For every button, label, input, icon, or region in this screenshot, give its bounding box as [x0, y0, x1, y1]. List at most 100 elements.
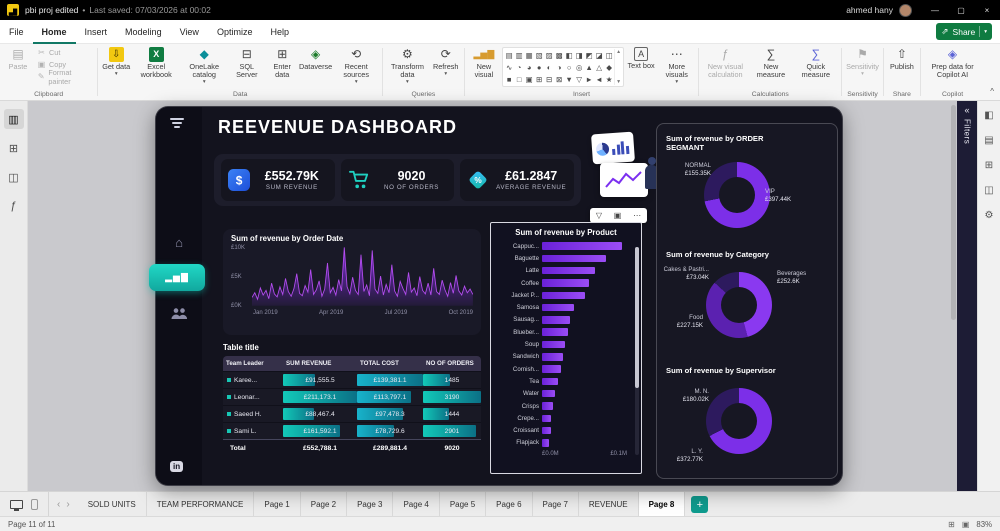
- desktop-layout-icon[interactable]: [10, 499, 23, 511]
- visual-type-icon[interactable]: ◨: [575, 50, 583, 60]
- filter-icon[interactable]: [170, 118, 184, 130]
- kpi-average-revenue[interactable]: % £61.2847 AVERAGE REVENUE: [460, 159, 575, 201]
- product-bar-row[interactable]: Baguette: [497, 252, 635, 264]
- product-bar-row[interactable]: Coffee: [497, 277, 635, 289]
- kpi-no-of-orders[interactable]: 9020 NO OF ORDERS: [340, 159, 455, 201]
- new-measure-button[interactable]: ∑ New measure: [756, 47, 786, 80]
- page-tab-sold-units[interactable]: SOLD UNITS: [78, 492, 147, 516]
- product-bar[interactable]: [542, 439, 549, 447]
- close-button[interactable]: ×: [984, 5, 990, 15]
- sql-server-button[interactable]: ⊟ SQL Server: [236, 47, 258, 80]
- page-tab-page-1[interactable]: Page 1: [254, 492, 301, 516]
- product-bar-row[interactable]: Cornish...: [497, 363, 635, 375]
- team-icon[interactable]: [156, 307, 202, 320]
- visual-type-icon[interactable]: ◆: [606, 62, 612, 72]
- product-bar-chart[interactable]: Sum of revenue by Product Cappuc... Bague…: [490, 222, 642, 474]
- product-bar[interactable]: [542, 340, 565, 349]
- visual-type-icon[interactable]: ►: [585, 74, 593, 84]
- linkedin-icon[interactable]: in: [170, 461, 184, 472]
- product-bar[interactable]: [542, 316, 571, 324]
- more-options-icon[interactable]: ⋯: [633, 211, 642, 220]
- pane-tab-icon-4[interactable]: ⚙: [984, 210, 994, 221]
- visual-type-icon[interactable]: ∿: [505, 62, 513, 72]
- page-tab-team-performance[interactable]: TEAM PERFORMANCE: [147, 492, 255, 516]
- page-tab-page-6[interactable]: Page 6: [486, 492, 533, 516]
- product-bar-row[interactable]: Soup: [497, 338, 635, 350]
- new-visual-calculation-button[interactable]: ƒ New visual calculation: [707, 47, 744, 80]
- ribbon-collapse-icon[interactable]: ^: [990, 87, 994, 96]
- get-data-button[interactable]: ⇩ Get data ▾: [102, 47, 131, 78]
- focus-mode-icon[interactable]: ▣: [613, 211, 622, 220]
- visual-type-icon[interactable]: ▩: [555, 50, 563, 60]
- team-table-visual[interactable]: Table title Team Leader SUM REVENUE TOTA…: [223, 343, 481, 456]
- pane-tab-icon-2[interactable]: ⊞: [984, 160, 994, 171]
- product-bar[interactable]: [542, 377, 559, 386]
- next-page-icon[interactable]: ›: [66, 498, 70, 510]
- visual-type-icon[interactable]: ◎: [575, 62, 583, 72]
- product-bar-row[interactable]: Cappuc...: [497, 240, 635, 252]
- product-bar-row[interactable]: Tea: [497, 375, 635, 387]
- product-bar[interactable]: [542, 389, 555, 398]
- more-visuals-button[interactable]: ⋯ More visuals ▾: [665, 47, 688, 86]
- copilot-button[interactable]: ◈ Prep data for Copilot AI: [931, 47, 974, 80]
- visual-type-icon[interactable]: ⊠: [555, 74, 563, 84]
- menu-tab-help[interactable]: Help: [270, 26, 289, 37]
- table-row[interactable]: Leonar... £211,173.1 £113,797.1 3190: [223, 388, 481, 405]
- mobile-layout-icon[interactable]: [31, 498, 38, 510]
- new-visual-button[interactable]: ▂▅▇ New visual: [473, 49, 495, 80]
- donut-charts-panel[interactable]: Sum of revenue by ORDER SEGMANT NORMAL £1…: [656, 123, 838, 479]
- dax-query-view-icon[interactable]: ƒ: [10, 200, 17, 212]
- visual-type-icon[interactable]: ◑: [556, 62, 562, 72]
- product-bar-row[interactable]: Flapjack: [497, 437, 635, 449]
- report-canvas[interactable]: ⌂ ▂▅▇ in REEVENUE DASHBOARD $ £552.79K S…: [28, 101, 957, 491]
- product-bar[interactable]: [542, 353, 564, 361]
- format-painter-button[interactable]: ✎ Format painter: [37, 67, 72, 86]
- visual-type-icon[interactable]: ◄: [595, 74, 603, 84]
- kpi-sum-revenue[interactable]: $ £552.79K SUM REVENUE: [221, 159, 335, 201]
- filters-pane-collapsed[interactable]: « Filters: [957, 101, 977, 491]
- menu-tab-file[interactable]: File: [9, 26, 24, 37]
- menu-tab-insert[interactable]: Insert: [84, 26, 108, 37]
- cut-button[interactable]: ✂ Cut: [38, 48, 61, 57]
- product-bar[interactable]: [542, 254, 606, 263]
- product-bar-row[interactable]: Crisps: [497, 400, 635, 412]
- page-tab-page-5[interactable]: Page 5: [440, 492, 487, 516]
- product-bar[interactable]: [542, 414, 552, 423]
- maximize-button[interactable]: ▢: [957, 5, 965, 15]
- visual-type-icon[interactable]: ◪: [595, 50, 603, 60]
- product-bar[interactable]: [542, 365, 561, 373]
- visual-type-icon[interactable]: ◩: [585, 50, 593, 60]
- visual-type-icon[interactable]: ⊞: [535, 74, 543, 84]
- product-bar[interactable]: [542, 266, 595, 275]
- filter-visual-icon[interactable]: ▽: [595, 211, 603, 220]
- visual-type-icon[interactable]: ▣: [525, 74, 533, 84]
- zoom-level[interactable]: 83%: [976, 519, 992, 529]
- menu-tab-view[interactable]: View: [179, 26, 199, 37]
- visual-type-icon[interactable]: ○: [566, 62, 572, 72]
- sensitivity-button[interactable]: ⚑ Sensitivity ▾: [846, 47, 879, 78]
- model-view-icon[interactable]: ◫: [8, 171, 19, 184]
- paste-button[interactable]: ▤ Paste: [8, 47, 28, 71]
- menu-tab-modeling[interactable]: Modeling: [125, 26, 162, 37]
- transform-data-button[interactable]: ⚙ Transform data ▾: [390, 47, 424, 86]
- canvas-scrollbar[interactable]: [951, 105, 956, 320]
- visual-type-icon[interactable]: ●: [536, 62, 542, 72]
- page-tab-page-7[interactable]: Page 7: [533, 492, 579, 516]
- product-bar-row[interactable]: Water: [497, 388, 635, 400]
- product-bar[interactable]: [542, 291, 585, 300]
- order-segment-donut[interactable]: [704, 162, 770, 228]
- table-row[interactable]: Sami L. £161,592.1 £78,729.6 2901: [223, 422, 481, 439]
- pane-tab-icon-1[interactable]: ▤: [984, 135, 994, 146]
- visual-type-icon[interactable]: ■: [506, 74, 512, 84]
- product-bar-row[interactable]: Blueber...: [497, 326, 635, 338]
- expand-pane-icon[interactable]: «: [964, 105, 970, 115]
- visual-type-icon[interactable]: □: [516, 74, 522, 84]
- home-icon[interactable]: ⌂: [175, 235, 183, 250]
- user-avatar[interactable]: [899, 3, 912, 17]
- product-bar-row[interactable]: Croissant: [497, 424, 635, 436]
- product-bar[interactable]: [542, 328, 568, 336]
- product-bar[interactable]: [542, 402, 554, 410]
- product-bar-row[interactable]: Jacket P...: [497, 289, 635, 301]
- refresh-button[interactable]: ⟳ Refresh ▾: [432, 47, 459, 78]
- visual-gallery-scrollbar[interactable]: ▲ ▼: [614, 49, 622, 85]
